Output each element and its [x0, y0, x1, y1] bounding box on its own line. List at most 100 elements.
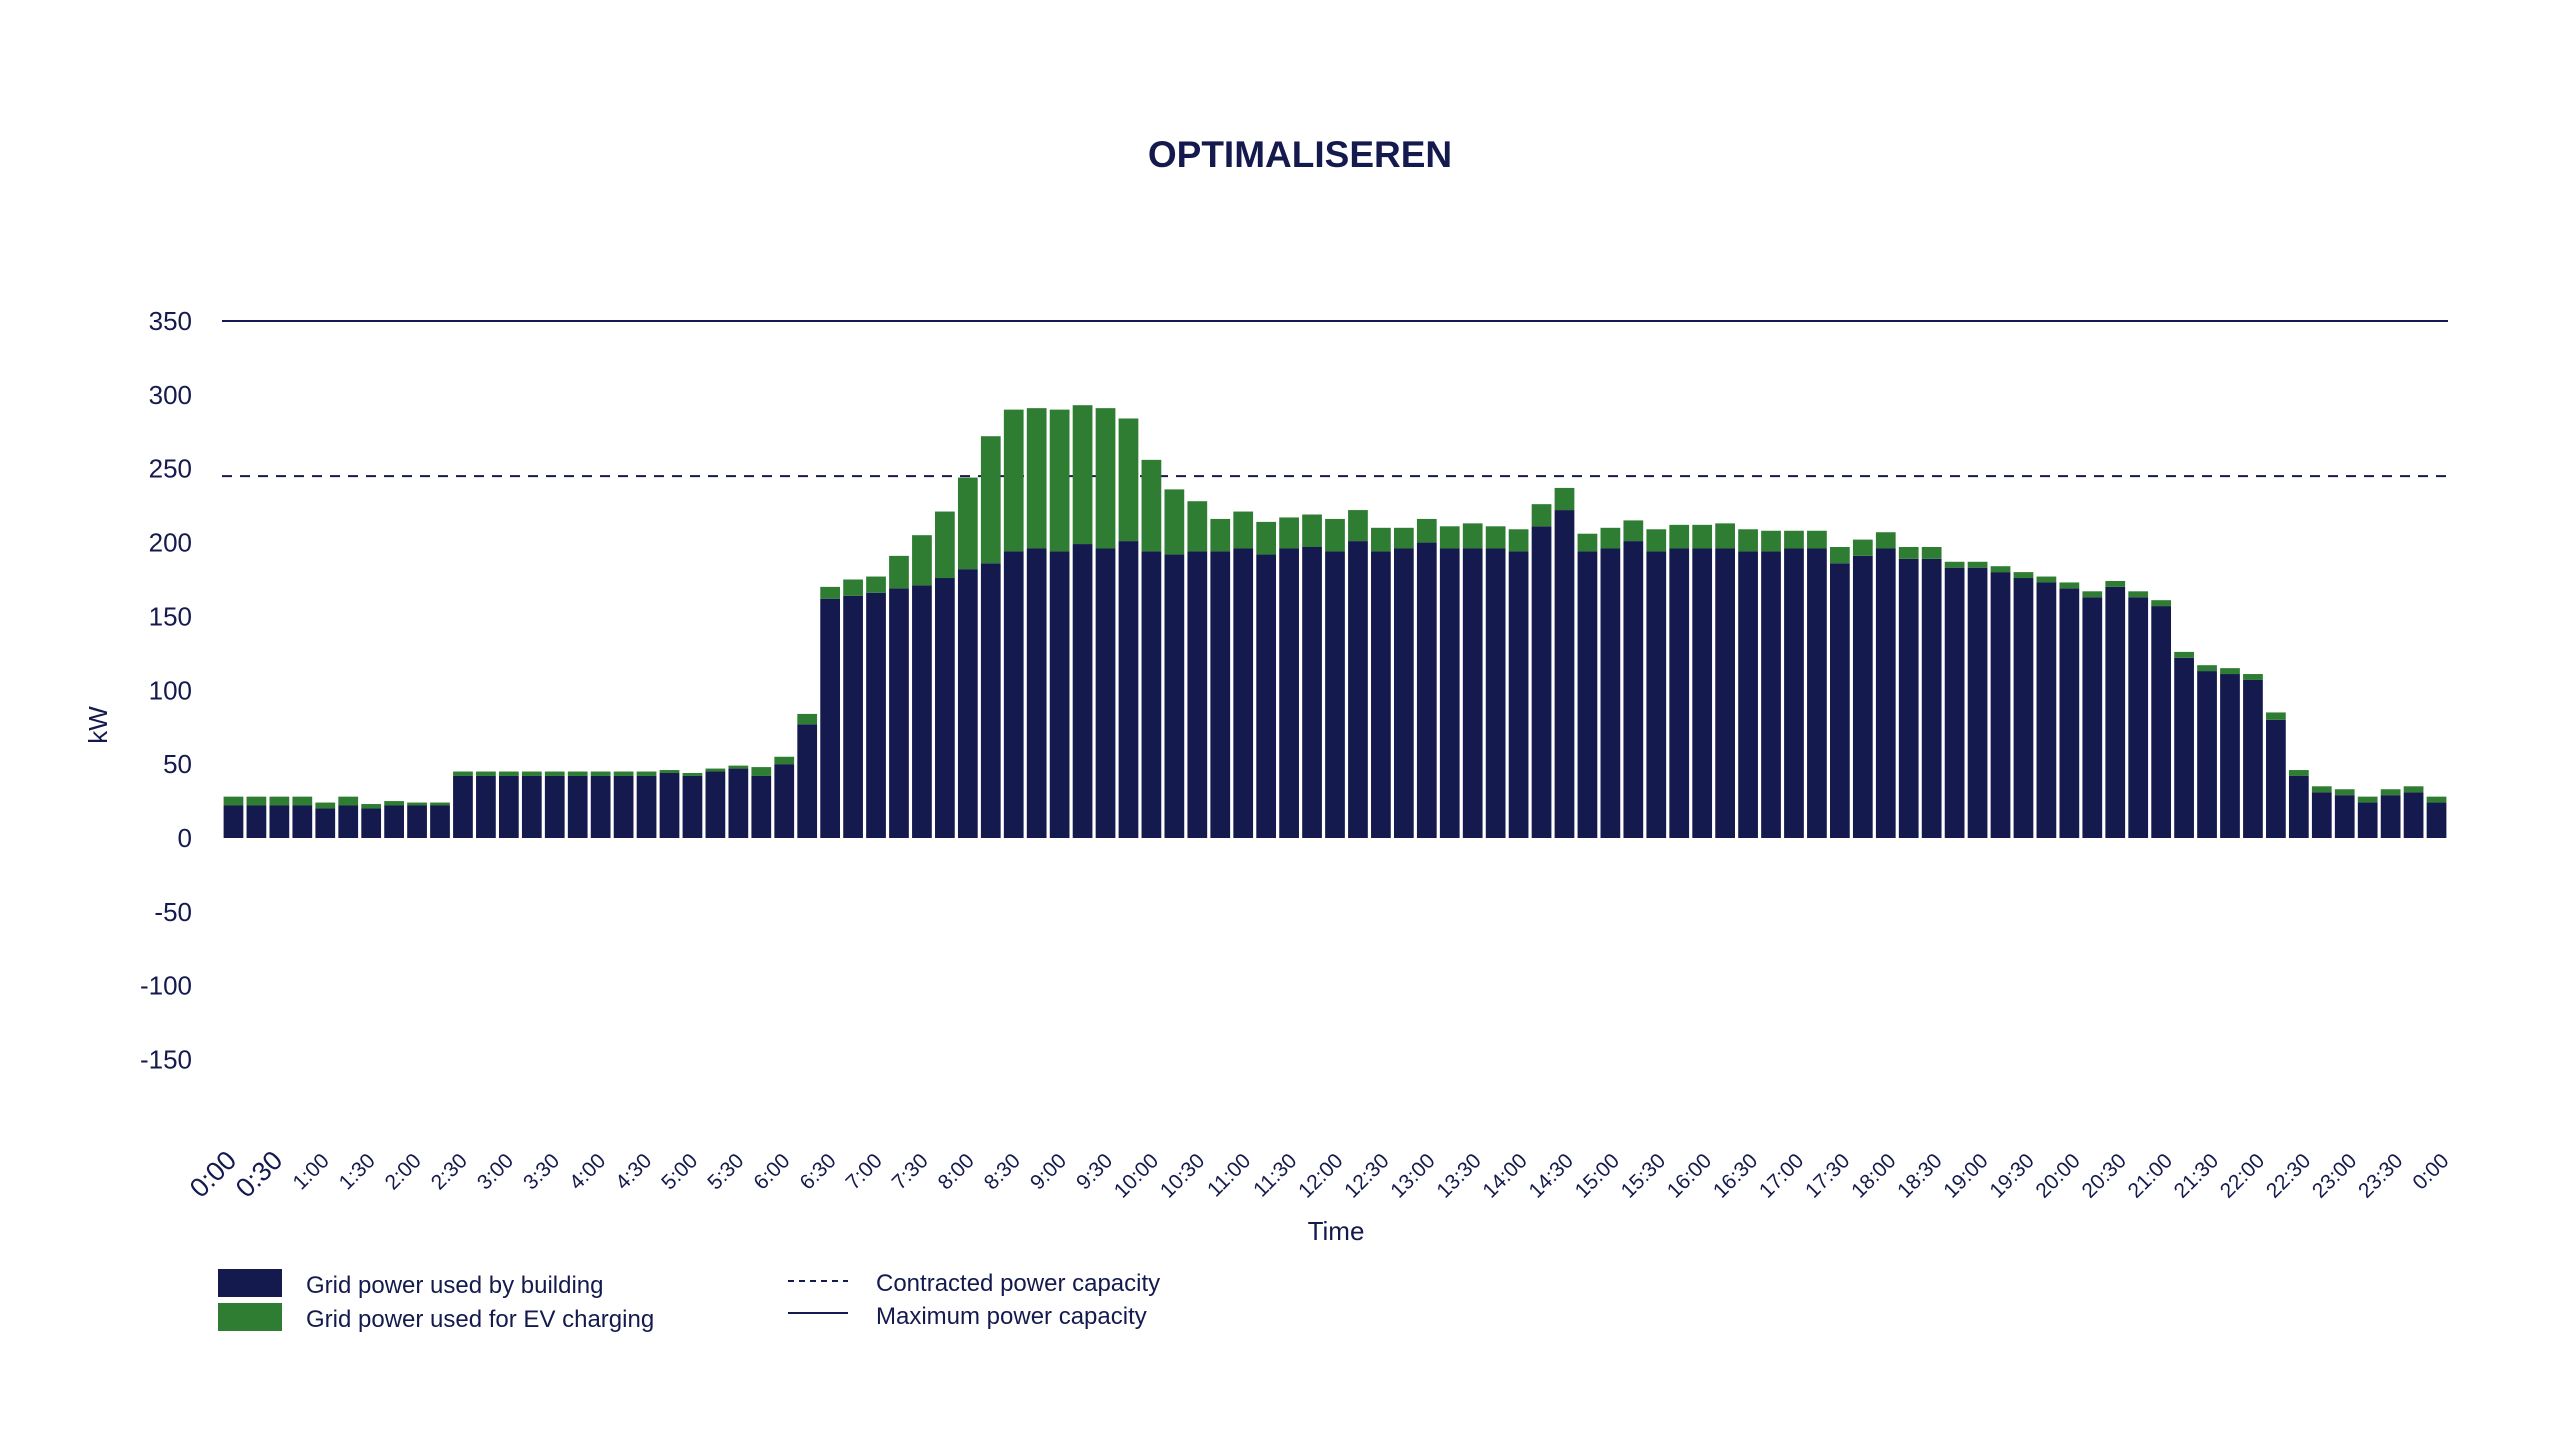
- bar-building: [1715, 548, 1735, 838]
- bar-building: [2105, 586, 2126, 838]
- bar-building: [1852, 555, 1873, 838]
- bar-ev-charging: [1072, 405, 1093, 545]
- bar-building: [1990, 572, 2011, 838]
- bar-building: [2311, 792, 2332, 838]
- bar-building: [1692, 548, 1713, 838]
- y-tick-label: -150: [140, 1045, 192, 1075]
- bar-ev-charging: [1141, 459, 1162, 552]
- bar-ev-charging: [1623, 520, 1644, 542]
- bar-ev-charging: [1761, 530, 1781, 552]
- y-tick-label: -50: [154, 897, 192, 927]
- bar-ev-charging: [1875, 532, 1896, 549]
- bar-building: [866, 592, 886, 838]
- bar-building: [1325, 551, 1345, 838]
- bar-building: [843, 595, 863, 838]
- bar-ev-charging: [613, 771, 634, 776]
- bar-building: [1118, 541, 1139, 838]
- bar-ev-charging: [223, 796, 244, 806]
- bar-building: [2220, 674, 2240, 838]
- bar-ev-charging: [2403, 786, 2424, 793]
- y-tick-label: 0: [178, 823, 192, 853]
- bar-ev-charging: [2059, 582, 2080, 589]
- legend-swatch-ev: [218, 1303, 282, 1331]
- bar-building: [1577, 551, 1598, 838]
- bar-ev-charging: [407, 802, 427, 806]
- bar-ev-charging: [1485, 526, 1506, 549]
- bar-ev-charging: [476, 771, 496, 776]
- legend: Grid power used by building Grid power u…: [218, 1269, 1160, 1333]
- bar-building: [1921, 558, 1942, 838]
- x-tick-label: 11:30: [1249, 1149, 1301, 1201]
- x-tick-label: 4:00: [565, 1149, 610, 1194]
- y-axis-ticks: 350 300 250 200 150 100 50 0 -50 -100 -150: [140, 306, 192, 1075]
- x-tick-label: 0:00: [2408, 1149, 2453, 1194]
- x-tick-label: 17:30: [1801, 1149, 1854, 1202]
- bar-ev-charging: [292, 796, 313, 806]
- x-tick-label: 7:00: [842, 1149, 887, 1194]
- x-tick-label: 19:00: [1939, 1149, 1992, 1202]
- bar-building: [912, 585, 932, 838]
- bar-building: [1761, 551, 1781, 838]
- bar-ev-charging: [1554, 487, 1575, 511]
- bar-building: [2059, 588, 2080, 838]
- bar-ev-charging: [315, 802, 336, 809]
- x-tick-label: 21:00: [2124, 1149, 2177, 1202]
- bar-building: [1646, 551, 1667, 838]
- bar-building: [2243, 679, 2263, 838]
- bar-building: [269, 805, 290, 838]
- x-axis-ticks: 0:000:30 1:00 1:30 2:00 2:30 3:00 3:30 4:00 4:30…: [184, 1145, 2454, 1203]
- x-tick-label: 14:00: [1478, 1149, 1531, 1202]
- bar-building: [1967, 567, 1988, 838]
- legend-swatch-building: [218, 1269, 282, 1297]
- x-tick-label: 9:00: [1026, 1149, 1071, 1194]
- bar-ev-charging: [2151, 600, 2172, 607]
- bar-building: [1141, 551, 1162, 838]
- x-tick-label: 3:30: [519, 1149, 564, 1194]
- y-tick-label: 300: [149, 380, 192, 410]
- bar-ev-charging: [2288, 770, 2309, 776]
- legend-label-maximum: Maximum power capacity: [876, 1303, 1147, 1330]
- x-tick-label: 22:00: [2216, 1149, 2269, 1202]
- bar-ev-charging: [2036, 576, 2057, 583]
- bar-ev-charging: [1049, 409, 1070, 552]
- bar-ev-charging: [1371, 527, 1391, 552]
- bar-ev-charging: [1348, 510, 1368, 542]
- legend-label-ev: Grid power used for EV charging: [306, 1306, 654, 1333]
- bar-ev-charging: [246, 796, 267, 806]
- bar-building: [1830, 563, 1850, 838]
- bar-ev-charging: [1944, 561, 1965, 568]
- bar-ev-charging: [1095, 408, 1116, 549]
- bar-building: [1371, 551, 1391, 838]
- bar-ev-charging: [1325, 518, 1345, 552]
- x-tick-label: 16:30: [1709, 1149, 1762, 1202]
- bar-building: [1233, 548, 1254, 838]
- bar-ev-charging: [1462, 523, 1483, 549]
- x-tick-label: 8:00: [934, 1149, 979, 1194]
- x-tick-label: 15:00: [1571, 1149, 1624, 1202]
- bar-ev-charging: [820, 586, 841, 599]
- bar-building: [1600, 548, 1621, 838]
- bar-ev-charging: [590, 771, 611, 776]
- x-tick-label: 19:30: [1985, 1149, 2038, 1202]
- bar-ev-charging: [2128, 591, 2149, 598]
- bar-ev-charging: [1692, 524, 1713, 549]
- bar-ev-charging: [705, 768, 726, 772]
- bar-building: [889, 588, 909, 838]
- x-tick-label: 0:30: [230, 1145, 288, 1203]
- bar-ev-charging: [1921, 547, 1942, 559]
- bar-building: [1554, 510, 1575, 838]
- x-tick-label: 1:00: [289, 1149, 334, 1194]
- bar-building: [728, 768, 749, 838]
- bar-building: [820, 598, 841, 838]
- bar-building: [246, 805, 267, 838]
- y-tick-label: 100: [149, 675, 192, 705]
- bar-building: [590, 775, 611, 838]
- bar-ev-charging: [1026, 408, 1047, 549]
- bar-ev-charging: [2013, 572, 2034, 579]
- bar-building: [1508, 551, 1529, 838]
- x-tick-label: 6:00: [749, 1149, 794, 1194]
- bar-building: [1807, 548, 1827, 838]
- bar-ev-charging: [636, 771, 657, 776]
- bar-ev-charging: [2197, 665, 2217, 672]
